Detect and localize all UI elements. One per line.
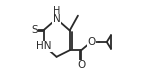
Text: N: N — [53, 14, 60, 24]
Text: H: H — [53, 6, 60, 16]
Text: S: S — [31, 25, 38, 35]
Text: HN: HN — [36, 41, 52, 51]
Text: O: O — [77, 60, 85, 70]
Text: O: O — [87, 37, 95, 47]
